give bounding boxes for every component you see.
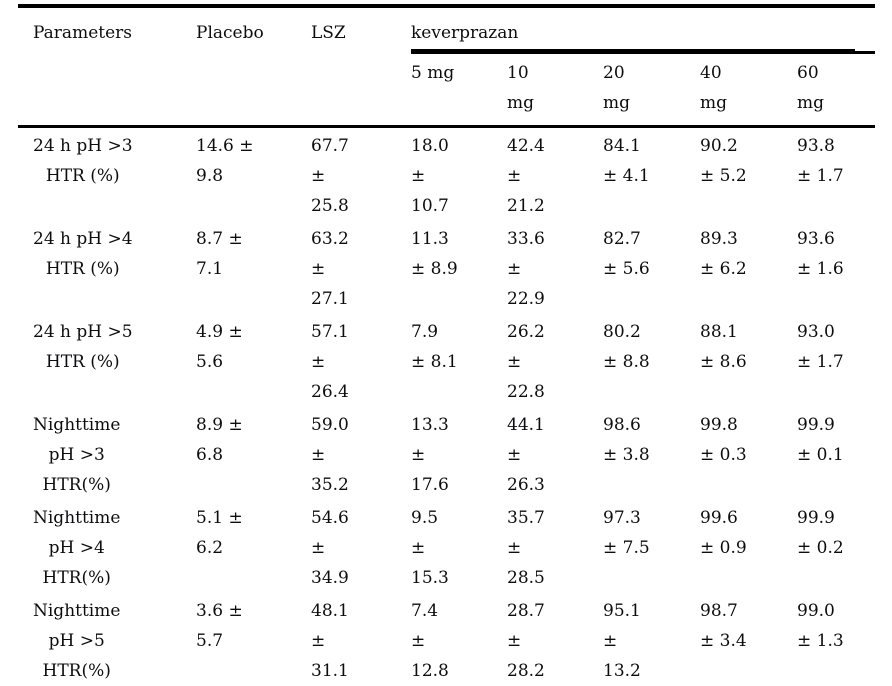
value-cell: 42.4 ± 21.2 [507,135,545,216]
value-cell: 99.8 ± 0.3 [700,414,747,465]
param-text: Nighttime pH >5 HTR(%) [33,600,121,681]
value-cell: 80.2 ± 8.8 [603,321,650,372]
col-header-placebo: Placebo [196,6,311,128]
value-cell: 93.8 ± 1.7 [797,135,844,186]
group-underline-rule [411,48,855,51]
col-header-dose-40mg: 40 mg [700,52,797,128]
value-cell: 99.0 ± 1.3 [797,592,875,686]
value-cell: 18.0 ± 10.7 [411,135,449,216]
param-text: 24 h pH >5 HTR (%) [33,321,133,372]
value-cell: 90.2 ± 5.2 [700,135,747,186]
value-cell: 7.4 ± 12.8 [411,592,507,686]
value-cell: 88.1 ± 8.6 [700,321,747,372]
value-cell: 98.6 ± 3.8 [603,414,650,465]
table-row: Nighttime pH >5 HTR(%) 3.6 ± 5.7 48.1 ± 31… [18,592,875,686]
table-row: Nighttime pH >3 HTR(%) 8.9 ± 6.8 59.0 ± 35… [18,407,875,500]
value-cell: 82.7 ± 5.6 [603,228,650,279]
table-header: Parameters Placebo LSZ keverprazan 5 mg … [18,6,875,128]
param-cell: Nighttime pH >4 HTR(%) [18,500,196,593]
value-cell: 84.1 ± 4.1 [603,135,650,186]
value-cell: 5.1 ± 6.2 [196,507,243,558]
table-row: 24 h pH >4 HTR (%) 8.7 ± 7.1 63.2 ± 27.1 11… [18,221,875,314]
value-cell: 4.9 ± 5.6 [196,321,243,372]
value-cell: 14.6 ± 9.8 [196,135,254,186]
col-group-keverprazan: keverprazan [411,6,875,54]
col-header-dose-10mg: 10 mg [507,52,603,128]
value-cell: 97.3 ± 7.5 [603,507,650,558]
col-header-dose-20mg: 20 mg [603,52,700,128]
param-text: Nighttime pH >3 HTR(%) [33,414,121,495]
value-cell: 33.6 ± 22.9 [507,228,545,309]
value-cell: 48.1 ± 31.1 [311,592,411,686]
param-cell: 24 h pH >5 HTR (%) [18,314,196,407]
value-cell: 44.1 ± 26.3 [507,414,545,495]
value-cell: 95.1 ± 13.2 [603,592,700,686]
value-cell: 28.7 ± 28.2 [507,592,603,686]
group-label: keverprazan [411,23,519,43]
subheader-row: 5 mg 10 mg 20 mg 40 mg 60 mg [18,52,875,128]
param-text: 24 h pH >3 HTR (%) [33,135,133,186]
value-cell: 99.9 ± 0.2 [797,507,844,558]
col-header-dose-60mg: 60 mg [797,52,875,128]
value-cell: 35.7 ± 28.5 [507,507,545,588]
param-cell: 24 h pH >4 HTR (%) [18,221,196,314]
value-cell: 99.9 ± 0.1 [797,414,844,465]
param-cell: Nighttime pH >5 HTR(%) [18,592,196,686]
param-cell: 24 h pH >3 HTR (%) [18,126,196,221]
col-header-lsz: LSZ [311,6,411,128]
value-cell: 13.3 ± 17.6 [411,414,449,495]
value-cell: 93.6 ± 1.6 [797,228,844,279]
value-cell: 67.7 ± 25.8 [311,135,349,216]
value-cell: 99.6 ± 0.9 [700,507,747,558]
value-cell: 98.7 ± 3.4 [700,592,797,686]
value-cell: 7.9 ± 8.1 [411,321,458,372]
table-row: 24 h pH >5 HTR (%) 4.9 ± 5.6 57.1 ± 26.4 7.… [18,314,875,407]
header-row: Parameters Placebo LSZ keverprazan [18,6,875,128]
param-text: Nighttime pH >4 HTR(%) [33,507,121,588]
value-cell: 63.2 ± 27.1 [311,228,349,309]
value-cell: 3.6 ± 5.7 [196,592,311,686]
table-row: Nighttime pH >4 HTR(%) 5.1 ± 6.2 54.6 ± 34… [18,500,875,593]
col-header-parameters: Parameters [18,6,196,128]
param-cell: Nighttime pH >3 HTR(%) [18,407,196,500]
table-row: 24 h pH >3 HTR (%) 14.6 ± 9.8 67.7 ± 25.8 1… [18,126,875,221]
value-cell: 59.0 ± 35.2 [311,414,349,495]
value-cell: 89.3 ± 6.2 [700,228,747,279]
value-cell: 11.3 ± 8.9 [411,228,458,279]
results-table: Parameters Placebo LSZ keverprazan 5 mg … [18,4,875,686]
value-cell: 93.0 ± 1.7 [797,321,844,372]
value-cell: 8.7 ± 7.1 [196,228,243,279]
value-cell: 8.9 ± 6.8 [196,414,243,465]
value-cell: 54.6 ± 34.9 [311,507,349,588]
col-header-dose-5mg: 5 mg [411,52,507,128]
table-body: 24 h pH >3 HTR (%) 14.6 ± 9.8 67.7 ± 25.8 1… [18,126,875,686]
value-cell: 9.5 ± 15.3 [411,507,449,588]
param-text: 24 h pH >4 HTR (%) [33,228,133,279]
value-cell: 26.2 ± 22.8 [507,321,545,402]
value-cell: 57.1 ± 26.4 [311,321,349,402]
